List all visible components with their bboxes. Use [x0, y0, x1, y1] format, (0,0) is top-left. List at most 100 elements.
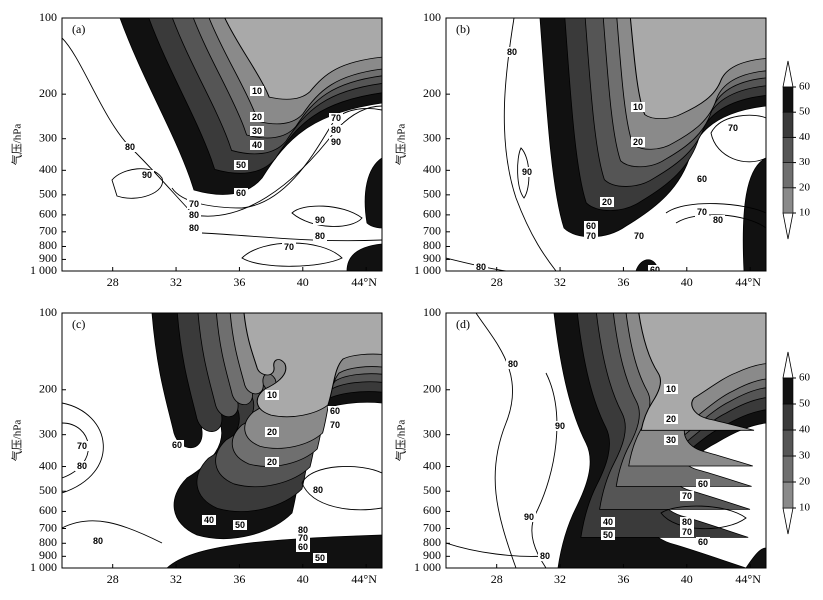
contour-label-box — [584, 221, 598, 231]
contour-label: 20 — [267, 427, 277, 437]
contour-label-box — [695, 207, 709, 217]
contour-line — [475, 313, 517, 568]
contour-label: 60 — [330, 406, 340, 416]
contour-label-box — [75, 461, 89, 471]
contour-label: 80 — [189, 210, 199, 220]
x-tick-label: 40 — [681, 275, 693, 289]
y-tick-label: 600 — [423, 503, 441, 517]
contour-label-box — [632, 231, 646, 241]
contour-label-box — [726, 123, 740, 133]
contour-label: 20 — [252, 112, 262, 122]
y-tick-label: 600 — [423, 207, 441, 221]
filled-contour — [638, 313, 766, 431]
y-tick-label: 1 000 — [30, 560, 57, 574]
y-tick-label: 700 — [39, 224, 57, 238]
y-tick-label: 1 000 — [414, 560, 441, 574]
y-tick-label: 300 — [423, 426, 441, 440]
y-tick-label: 900 — [423, 548, 441, 562]
y-axis-title: 气压/hPa — [10, 420, 24, 462]
contour-label: 60 — [698, 479, 708, 489]
x-tick-label: 36 — [617, 275, 629, 289]
colorbar-band — [782, 403, 794, 431]
contour-label-box — [664, 384, 678, 394]
contour-line — [665, 203, 766, 214]
y-tick-label: 100 — [39, 10, 57, 24]
y-axis-title: 气压/hPa — [394, 420, 408, 462]
colorbar-tick-label: 50 — [799, 106, 811, 118]
y-tick-label: 300 — [423, 130, 441, 144]
contour-label: 80 — [313, 485, 323, 495]
x-tick-label: 28 — [491, 275, 503, 289]
y-tick-label: 200 — [423, 86, 441, 100]
contour-label-box — [250, 140, 264, 150]
contour-line — [291, 205, 363, 227]
colorbar: 10 20 30 40 50 60 — [782, 351, 811, 535]
contour-label-box — [538, 551, 552, 561]
colorbar-band — [782, 162, 794, 189]
contour-line — [503, 18, 557, 271]
colorbar-over — [782, 60, 794, 88]
y-tick-label: 800 — [423, 535, 441, 549]
colorbar-band — [782, 377, 794, 405]
y-axis-title: 气压/hPa — [394, 124, 408, 166]
contour-label: 80 — [298, 525, 308, 535]
contour-label-box — [187, 210, 201, 220]
contour-label-box — [265, 427, 279, 437]
filled-contour — [364, 157, 382, 229]
contour-label-box — [313, 231, 327, 241]
contour-label: 70 — [682, 527, 692, 537]
panel-label: (b) — [456, 22, 470, 36]
contour-label-box — [265, 390, 279, 400]
contour-label-box — [601, 530, 615, 540]
contour-label-box — [695, 174, 709, 184]
contour-label: 80 — [713, 215, 723, 225]
y-tick-label: 200 — [39, 382, 57, 396]
contour-label-box — [282, 242, 296, 252]
y-tick-label: 200 — [39, 86, 57, 100]
y-tick-label: 400 — [39, 458, 57, 472]
contour-label: 80 — [189, 223, 199, 233]
x-tick-label: 44°N — [735, 572, 761, 586]
x-tick-label: 32 — [170, 275, 182, 289]
contour-label: 90 — [555, 421, 565, 431]
contour-label: 70 — [697, 207, 707, 217]
contour-label: 10 — [666, 384, 676, 394]
contour-line — [62, 402, 104, 494]
colorbar-tick-label: 30 — [799, 450, 811, 462]
x-tick-label: 40 — [681, 572, 693, 586]
contour-label: 80 — [77, 461, 87, 471]
contour-label-box — [296, 542, 310, 552]
colorbar-over — [782, 351, 794, 379]
y-tick-label: 800 — [39, 238, 57, 252]
y-tick-label: 900 — [39, 548, 57, 562]
contour-line — [171, 108, 382, 209]
x-tick-label: 44°N — [351, 275, 377, 289]
contour-label-box — [234, 160, 248, 170]
filled-contour — [224, 18, 382, 100]
contour-label-box — [664, 414, 678, 424]
y-tick-label: 100 — [423, 10, 441, 24]
y-tick-label: 800 — [423, 238, 441, 252]
y-tick-label: 500 — [423, 187, 441, 201]
x-tick-label: 36 — [233, 275, 245, 289]
colorbar-band — [782, 111, 794, 138]
y-tick-label: 1 000 — [414, 263, 441, 277]
contour-label-box — [329, 137, 343, 147]
x-tick-label: 40 — [297, 275, 309, 289]
contour-label-box — [553, 421, 567, 431]
contour-label: 70 — [586, 231, 596, 241]
colorbar-band — [782, 481, 794, 509]
colorbar-under — [782, 212, 794, 240]
contour-label-box — [296, 525, 310, 535]
x-tick-label: 36 — [617, 572, 629, 586]
contour-label: 50 — [236, 160, 246, 170]
contour-label-box — [601, 517, 615, 527]
panel-label: (c) — [72, 317, 85, 331]
contour-label-box — [250, 86, 264, 96]
y-tick-label: 700 — [423, 224, 441, 238]
x-tick-label: 28 — [107, 275, 119, 289]
